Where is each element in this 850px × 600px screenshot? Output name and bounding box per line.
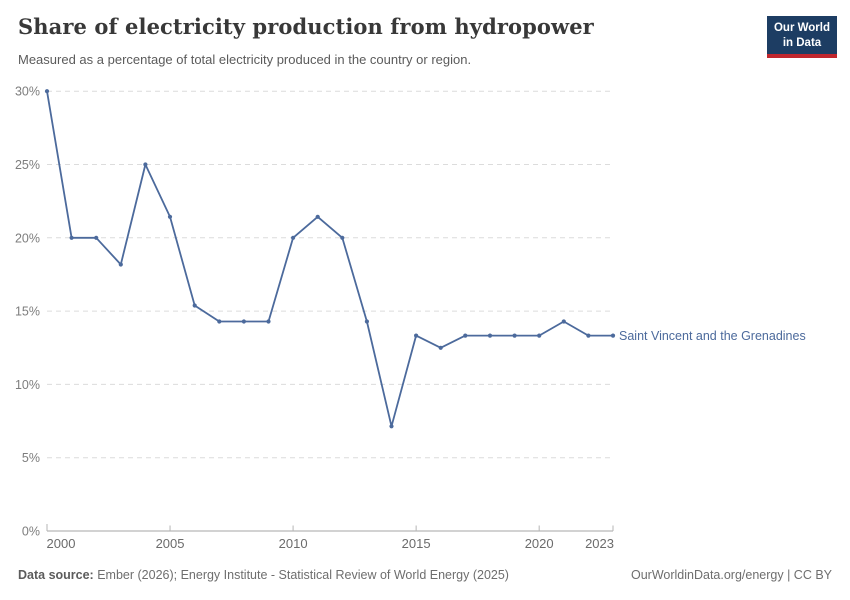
y-tick-label: 0%	[22, 525, 40, 539]
data-source-text: Ember (2026); Energy Institute - Statist…	[93, 568, 509, 582]
x-tick-label: 2010	[279, 536, 308, 551]
data-point[interactable]	[389, 424, 394, 429]
data-source-note: Data source: Ember (2026); Energy Instit…	[18, 568, 509, 582]
footer-link[interactable]: OurWorldinData.org/energy | CC BY	[630, 568, 832, 582]
x-tick-label: 2005	[156, 536, 185, 551]
y-tick-label: 30%	[15, 85, 40, 99]
x-tick-label: 2020	[525, 536, 554, 551]
x-tick-label: 2000	[47, 536, 76, 551]
data-point[interactable]	[44, 89, 50, 94]
page-title: Share of electricity production from hyd…	[18, 14, 594, 39]
data-point[interactable]	[291, 235, 296, 240]
data-point[interactable]	[512, 333, 517, 338]
series-label[interactable]: Saint Vincent and the Grenadines	[619, 329, 806, 343]
data-point[interactable]	[537, 333, 542, 338]
data-point[interactable]	[143, 162, 148, 167]
data-point[interactable]	[364, 319, 369, 324]
data-point[interactable]	[438, 345, 443, 350]
data-point[interactable]	[340, 235, 345, 240]
y-tick-label: 5%	[22, 451, 40, 465]
data-source-label: Data source:	[18, 568, 94, 582]
data-point[interactable]	[118, 262, 123, 267]
data-point[interactable]	[241, 319, 246, 324]
chart-subtitle: Measured as a percentage of total electr…	[18, 52, 472, 67]
data-point[interactable]	[414, 333, 419, 338]
owid-logo-line2: in Data	[782, 36, 822, 49]
data-point[interactable]	[192, 303, 197, 308]
data-line[interactable]	[46, 91, 613, 428]
data-point[interactable]	[94, 235, 99, 240]
y-tick-label: 20%	[15, 231, 40, 245]
x-tick-label: 2023	[585, 536, 614, 551]
data-point[interactable]	[610, 333, 616, 338]
owid-logo-line1: Our World	[773, 22, 830, 34]
data-point[interactable]	[487, 333, 493, 338]
y-tick-label: 10%	[15, 378, 40, 392]
y-tick-label: 25%	[15, 158, 40, 172]
data-point[interactable]	[69, 235, 74, 240]
y-tick-label: 15%	[15, 305, 40, 319]
data-point[interactable]	[561, 319, 566, 324]
data-point[interactable]	[167, 214, 173, 219]
data-point[interactable]	[586, 333, 591, 338]
owid-logo: Our World in Data	[767, 16, 837, 59]
data-point[interactable]	[266, 319, 271, 324]
data-point[interactable]	[315, 214, 320, 219]
data-point[interactable]	[217, 319, 222, 324]
x-tick-label: 2015	[402, 536, 431, 551]
data-point[interactable]	[463, 333, 468, 338]
